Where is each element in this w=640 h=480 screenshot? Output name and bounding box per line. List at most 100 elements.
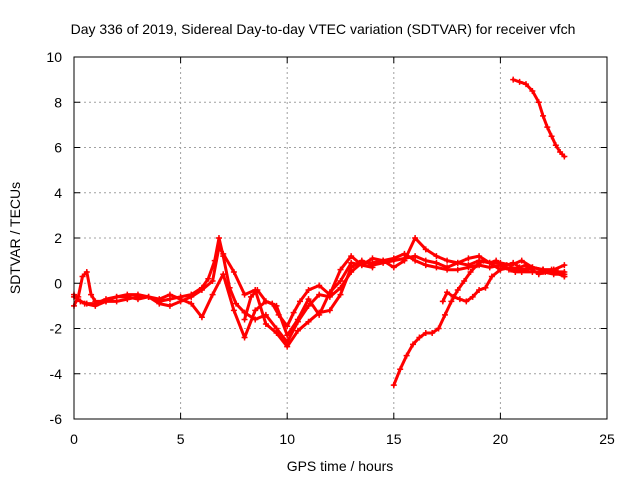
data-point	[233, 300, 240, 307]
data-point	[79, 273, 86, 280]
data-point	[358, 262, 365, 269]
x-tick-label: 5	[177, 431, 185, 447]
data-point	[454, 287, 461, 294]
data-point	[247, 293, 254, 300]
data-point	[409, 341, 416, 348]
data-point	[134, 293, 141, 300]
data-point	[348, 253, 355, 260]
data-point	[482, 284, 489, 291]
data-point	[397, 366, 404, 373]
data-point	[510, 76, 517, 83]
data-point	[230, 268, 237, 275]
data-point	[296, 298, 303, 305]
data-point	[518, 268, 525, 275]
data-point	[561, 262, 568, 269]
x-tick-label: 25	[599, 431, 615, 447]
data-point	[476, 287, 483, 294]
x-axis-label: GPS time / hours	[287, 458, 394, 474]
data-point	[390, 257, 397, 264]
data-point	[241, 291, 248, 298]
data-point	[544, 124, 551, 131]
data-point	[444, 289, 451, 296]
data-point	[557, 149, 564, 156]
data-point	[275, 311, 282, 318]
data-point	[326, 307, 333, 314]
data-point	[535, 99, 542, 106]
y-tick-label: 8	[54, 94, 62, 110]
data-point	[433, 253, 440, 260]
data-point	[448, 298, 455, 305]
data-point	[269, 300, 276, 307]
data-point	[488, 273, 495, 280]
data-point	[548, 266, 555, 273]
grid-lines	[74, 57, 607, 419]
data-point	[512, 268, 519, 275]
data-point	[92, 302, 99, 309]
data-point	[348, 259, 355, 266]
series-line-track-a	[72, 236, 566, 344]
x-tick-label: 15	[386, 431, 402, 447]
data-point	[305, 287, 312, 294]
x-axis-ticks: 0 5 10 15 20 25	[70, 57, 615, 447]
data-point	[215, 235, 222, 241]
y-tick-label: 4	[54, 185, 62, 201]
data-point	[81, 300, 88, 307]
x-tick-label: 10	[279, 431, 295, 447]
data-point	[540, 112, 547, 119]
data-point	[209, 291, 216, 298]
data-point	[284, 323, 291, 330]
data-point	[145, 293, 152, 300]
data-point	[461, 277, 468, 284]
data-point	[516, 78, 523, 85]
y-tick-label: -6	[50, 411, 63, 427]
data-point	[561, 153, 568, 160]
chart-title: Day 336 of 2019, Sidereal Day-to-day VTE…	[71, 21, 576, 37]
data-point	[433, 259, 440, 266]
data-point	[469, 293, 476, 300]
data-point	[444, 264, 451, 271]
data-point	[473, 262, 480, 269]
series-line-track-e	[392, 259, 566, 387]
data-point	[465, 255, 472, 262]
data-point	[380, 257, 387, 264]
data-point	[177, 296, 184, 303]
x-tick-label: 20	[493, 431, 509, 447]
data-point	[316, 282, 323, 289]
data-point	[241, 316, 248, 323]
data-point	[369, 264, 376, 271]
data-point	[450, 293, 457, 300]
data-point	[316, 291, 323, 298]
data-point	[156, 296, 163, 303]
data-point	[83, 268, 90, 275]
data-point	[113, 298, 120, 305]
data-point	[198, 314, 205, 321]
data-point	[429, 330, 436, 337]
y-tick-label: 6	[54, 140, 62, 156]
series-line-track-d	[243, 254, 374, 328]
data-point	[435, 325, 442, 332]
data-point	[290, 309, 297, 316]
data-point	[294, 327, 301, 334]
data-point	[463, 298, 470, 305]
data-point	[102, 298, 109, 305]
data-point	[412, 253, 419, 260]
data-point	[518, 257, 525, 264]
data-point	[215, 244, 222, 251]
data-point	[554, 268, 561, 275]
data-point	[284, 332, 291, 339]
data-point	[454, 259, 461, 266]
data-point	[444, 257, 451, 264]
data-point	[505, 266, 512, 273]
data-point	[88, 291, 95, 298]
data-point	[326, 291, 333, 298]
data-point	[412, 235, 419, 241]
data-point	[166, 302, 173, 309]
data-point	[294, 316, 301, 323]
data-point	[529, 266, 536, 273]
data-point	[369, 255, 376, 262]
data-point	[476, 253, 483, 260]
data-point	[542, 268, 549, 275]
data-point	[422, 246, 429, 253]
data-point	[561, 268, 568, 275]
